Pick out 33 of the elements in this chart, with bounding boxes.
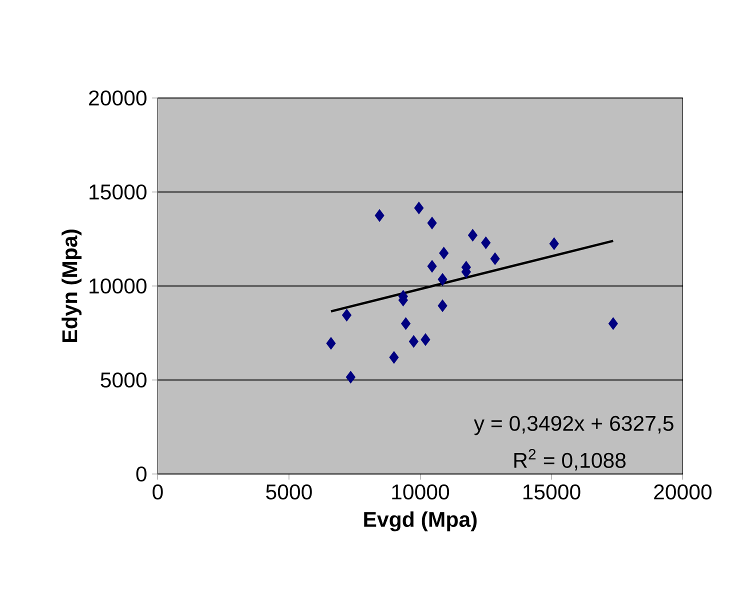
y-tick-label: 20000 <box>89 90 146 106</box>
x-tick-label: 15000 <box>523 484 580 500</box>
x-axis-title: Evgd (Mpa) <box>364 511 477 532</box>
point <box>438 273 448 286</box>
point <box>427 260 437 273</box>
x-tick-label: 20000 <box>654 484 712 500</box>
y-tick-label: 0 <box>136 466 146 482</box>
x-tick-label: 5000 <box>266 484 312 500</box>
y-tick-label: 15000 <box>90 184 146 200</box>
x-tick-label: 0 <box>152 484 163 500</box>
point <box>346 370 356 384</box>
annotation: y = 0,3492x + 6327,5 <box>474 416 674 436</box>
point <box>427 216 437 230</box>
point <box>468 228 478 242</box>
point <box>438 299 448 312</box>
point <box>342 308 352 322</box>
point <box>326 337 336 350</box>
point <box>414 202 424 214</box>
point <box>420 333 430 346</box>
point <box>608 317 618 330</box>
y-tick-label: 5000 <box>100 372 146 388</box>
point <box>408 335 418 348</box>
point <box>490 252 500 266</box>
y-tick-label: 10000 <box>90 278 146 294</box>
x-tick-label: 10000 <box>392 484 450 500</box>
point <box>481 236 491 250</box>
point <box>549 237 559 250</box>
point <box>374 209 384 222</box>
point <box>439 246 449 260</box>
point <box>401 317 411 330</box>
annotation: R$^{2}$ = 0,1088 <box>514 448 626 470</box>
y-axis-title: Edyn (Mpa) <box>62 230 82 342</box>
point <box>389 351 399 364</box>
